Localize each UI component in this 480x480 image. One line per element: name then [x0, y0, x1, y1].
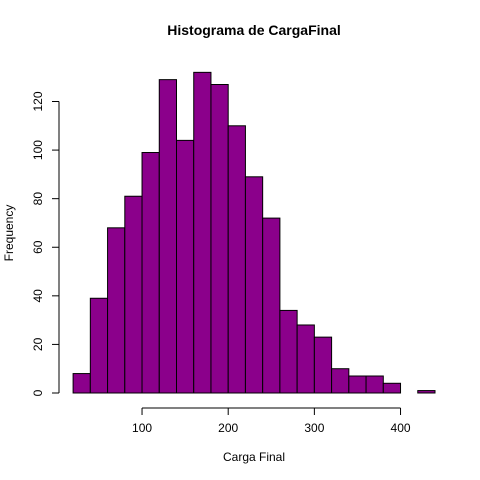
histogram-bar-20-40 [72, 373, 91, 394]
histogram-bar-300-320 [313, 336, 333, 394]
histogram-bar-260-280 [279, 309, 298, 394]
histogram-bar-160-180 [193, 71, 212, 394]
y-tick-label: 0 [31, 389, 45, 396]
histogram-bar-200-220 [227, 125, 246, 394]
histogram-bar-80-100 [124, 195, 143, 394]
histogram-bar-100-120 [141, 152, 160, 394]
y-axis: 0 20 40 60 80 100 120 [31, 91, 60, 396]
bars-group [72, 71, 436, 394]
histogram-bar-380-400 [382, 382, 402, 394]
histogram-bar-420-440 [417, 390, 436, 394]
x-tick-label: 300 [304, 421, 324, 435]
x-axis-label: Carga Final [223, 450, 285, 464]
histogram-bar-240-260 [262, 217, 281, 394]
histogram-bar-280-300 [296, 324, 315, 394]
histogram-bar-140-160 [176, 139, 195, 394]
y-tick-label: 80 [31, 192, 45, 206]
y-axis-label: Frequency [2, 205, 16, 262]
y-tick-label: 60 [31, 240, 45, 254]
histogram-bar-220-240 [244, 176, 264, 394]
x-tick-label: 100 [132, 421, 152, 435]
histogram-bar-340-360 [348, 375, 367, 394]
histogram-bar-40-60 [89, 297, 109, 394]
x-tick-label: 200 [218, 421, 238, 435]
histogram-bar-60-80 [107, 227, 126, 394]
y-tick-label: 40 [31, 289, 45, 303]
histogram-bar-120-140 [158, 79, 178, 394]
histogram-bar-360-380 [365, 375, 384, 394]
y-tick-label: 100 [31, 140, 45, 160]
histogram-bar-180-200 [210, 84, 229, 394]
chart-title: Histograma de CargaFinal [167, 22, 341, 38]
x-axis: 100 200 300 400 [132, 407, 411, 435]
histogram-bar-320-340 [331, 368, 350, 394]
y-tick-label: 120 [31, 91, 45, 111]
y-tick-label: 20 [31, 337, 45, 351]
x-tick-label: 400 [391, 421, 411, 435]
